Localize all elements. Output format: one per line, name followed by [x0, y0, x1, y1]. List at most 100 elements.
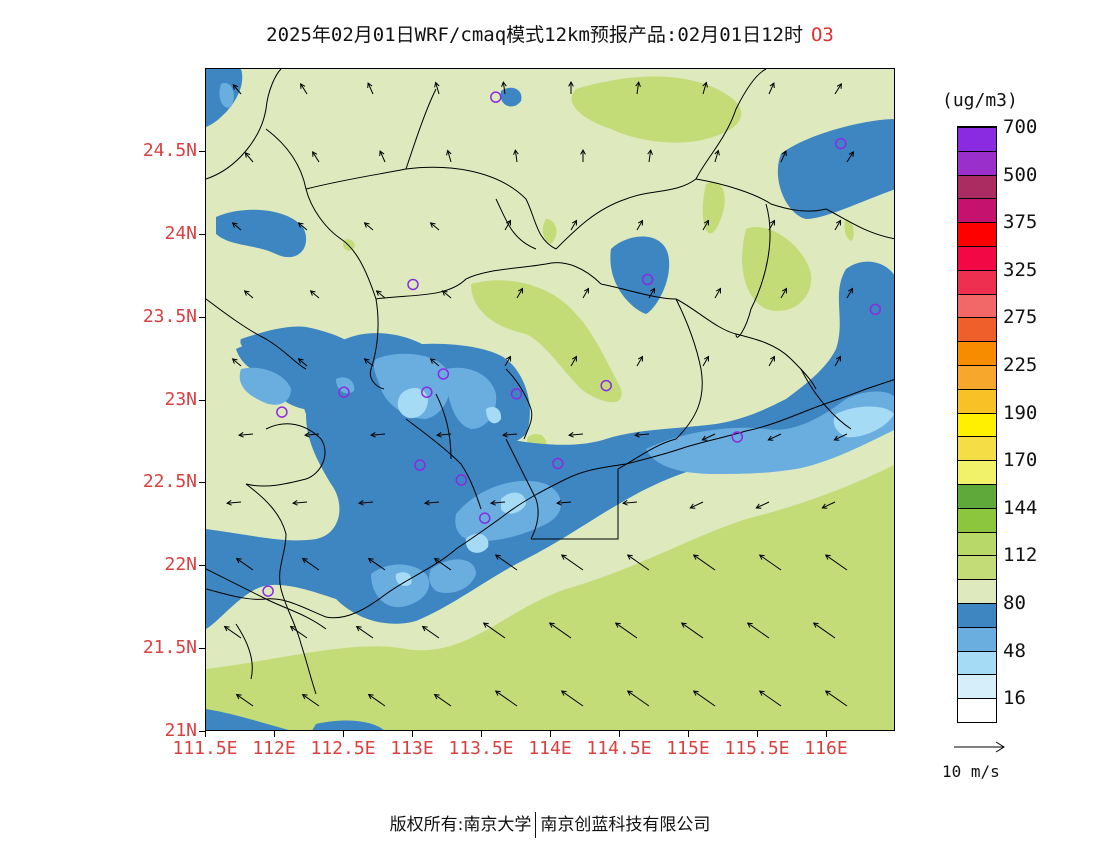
legend-swatch	[958, 484, 996, 508]
legend-label: 700	[1003, 116, 1038, 138]
wind-arrow-head	[833, 435, 840, 441]
legend-swatch	[958, 555, 996, 580]
legend-swatch	[958, 198, 996, 223]
legend-label: 275	[1003, 306, 1038, 329]
station-marker	[276, 406, 288, 418]
wind-arrow-head	[226, 500, 232, 506]
wind-arrow-head	[580, 148, 586, 155]
wind-arrow-head	[235, 557, 242, 564]
wind-arrow-head	[702, 81, 708, 88]
wind-arrow-head	[680, 622, 687, 628]
y-tick-mark	[199, 731, 205, 732]
wind-arrow-head	[821, 503, 828, 509]
wind-arrow-head	[367, 557, 374, 564]
wind-arrow-head	[692, 690, 699, 696]
map-panel[interactable]	[205, 68, 895, 731]
legend-swatch	[958, 317, 996, 342]
wind-arrow-head	[635, 81, 641, 87]
x-tick-mark	[688, 731, 689, 737]
wind-arrow-head	[505, 355, 512, 362]
wind-arrow	[615, 622, 638, 639]
wind-arrow	[434, 558, 452, 571]
wind-arrow-head	[424, 500, 430, 506]
x-tick-mark	[274, 731, 275, 737]
wind-arrow-head	[375, 290, 382, 296]
wind-arrow-head	[649, 287, 656, 294]
wind-arrow-head	[848, 150, 854, 157]
wind-arrow	[570, 220, 577, 231]
wind-arrow-head	[571, 355, 578, 362]
wind-arrow-head	[363, 358, 370, 364]
wind-arrow-head	[824, 690, 831, 696]
x-tick-mark	[757, 731, 758, 737]
wind-arrow-head	[703, 219, 710, 226]
wind-arrow	[582, 288, 589, 299]
wind-arrow	[232, 222, 242, 231]
station-marker	[455, 474, 468, 486]
wind-arrow	[364, 358, 374, 367]
footer-separator	[535, 812, 537, 838]
wind-arrow	[236, 558, 254, 571]
wind-arrow-head	[812, 622, 819, 628]
wind-arrow-head	[238, 432, 244, 438]
y-tick-label: 23N	[164, 388, 197, 410]
wind-arrow-head	[309, 290, 316, 296]
wind-arrow	[636, 220, 643, 231]
wind-arrow-head	[232, 84, 239, 90]
station-markers	[262, 91, 882, 597]
wind-arrow-head	[297, 358, 304, 364]
wind-arrow-head	[358, 500, 364, 506]
legend-label: 144	[1003, 496, 1038, 519]
wind-arrow	[232, 84, 242, 95]
station-marker	[869, 303, 882, 316]
wind-arrow	[693, 690, 716, 707]
wind-arrow	[549, 622, 572, 639]
wind-arrow	[244, 290, 254, 299]
wind-arrow	[298, 358, 308, 367]
wind-arrow-head	[244, 152, 251, 158]
species-label: O3	[810, 24, 834, 46]
y-tick-label: 21.5N	[142, 637, 197, 659]
legend-label: 500	[1003, 163, 1038, 186]
x-tick-mark	[205, 731, 206, 737]
copyright-left: 版权所有:南京大学	[389, 815, 532, 835]
wind-arrow	[300, 83, 308, 95]
wind-arrow	[435, 82, 440, 95]
x-tick-label: 111.5E	[172, 738, 238, 759]
station-marker	[731, 431, 744, 443]
concentration-map	[206, 69, 894, 730]
wind-arrow	[825, 690, 848, 707]
wind-arrow-head	[835, 355, 842, 362]
wind-arrow-head	[517, 287, 524, 294]
wind-arrow	[376, 290, 386, 299]
wind-arrow	[434, 694, 452, 707]
wind-arrow	[693, 554, 716, 571]
light-blue-zones	[395, 387, 894, 586]
wind-arrow	[364, 222, 374, 231]
wind-arrow	[430, 358, 440, 367]
legend-swatch	[958, 150, 996, 175]
wind-arrow	[702, 356, 709, 367]
wind-arrow	[702, 433, 716, 441]
legend-swatch	[958, 603, 996, 627]
station-marker	[479, 512, 491, 524]
wind-vectors	[223, 80, 854, 707]
coastline	[206, 379, 894, 619]
legend-swatch	[958, 246, 996, 270]
wind-arrow	[425, 501, 440, 504]
wind-arrow-head	[312, 150, 318, 157]
x-tick-mark	[343, 731, 344, 737]
wind-arrow-head	[436, 432, 442, 438]
wind-arrow-head	[355, 625, 362, 632]
wind-arrow-head	[714, 149, 720, 156]
wind-arrow-head	[746, 622, 753, 628]
wind-arrow-head	[494, 554, 501, 560]
wind-arrow	[747, 622, 770, 639]
wind-arrow-head	[767, 435, 774, 441]
wind-arrow	[495, 554, 518, 571]
wind-arrow	[495, 690, 518, 707]
wind-arrow	[561, 690, 584, 707]
wind-arrow-head	[755, 503, 762, 509]
wind-arrow	[368, 694, 386, 707]
wind-arrow	[759, 690, 782, 707]
